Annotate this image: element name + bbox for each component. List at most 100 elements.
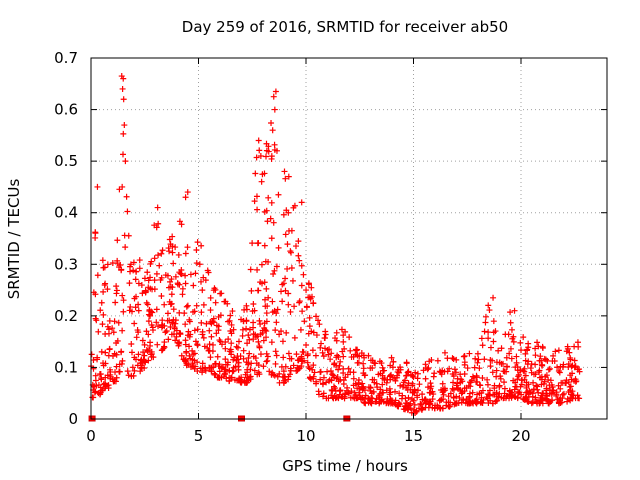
- data-point: [489, 369, 496, 376]
- data-point: [109, 259, 116, 266]
- data-point: [474, 359, 481, 366]
- data-point: [549, 387, 556, 394]
- data-point: [514, 376, 521, 383]
- data-point: [571, 343, 578, 350]
- data-point: [361, 395, 368, 402]
- data-point: [191, 327, 198, 334]
- data-point: [155, 252, 162, 259]
- data-point: [528, 400, 535, 407]
- data-point: [98, 375, 105, 382]
- data-point: [243, 377, 250, 384]
- data-point: [426, 398, 433, 405]
- data-point: [439, 380, 446, 387]
- data-point: [144, 348, 151, 355]
- data-point: [396, 390, 403, 397]
- data-point: [450, 373, 457, 380]
- data-point: [212, 299, 219, 306]
- data-point: [229, 308, 236, 315]
- data-point: [273, 263, 280, 270]
- data-point: [156, 262, 163, 269]
- data-point: [404, 369, 411, 376]
- data-point: [308, 284, 315, 291]
- data-point: [547, 377, 554, 384]
- data-point: [92, 377, 99, 384]
- data-point: [138, 365, 145, 372]
- data-point: [352, 380, 359, 387]
- data-point: [285, 290, 292, 297]
- data-point: [128, 373, 135, 380]
- data-point: [368, 395, 375, 402]
- data-point: [411, 387, 418, 394]
- data-point: [258, 261, 265, 268]
- data-point: [471, 364, 478, 371]
- data-point: [441, 349, 448, 356]
- data-point: [402, 403, 409, 410]
- data-point: [211, 360, 218, 367]
- data-point: [98, 387, 105, 394]
- data-point: [100, 288, 107, 295]
- data-point: [473, 400, 480, 407]
- y-tick-label: 0.6: [54, 101, 78, 119]
- data-point: [278, 328, 285, 335]
- data-point: [193, 247, 200, 254]
- data-point: [288, 355, 295, 362]
- data-point: [166, 298, 173, 305]
- data-point: [158, 324, 165, 331]
- data-point: [397, 364, 404, 371]
- data-point: [296, 298, 303, 305]
- data-point: [359, 380, 366, 387]
- data-point: [293, 351, 300, 358]
- data-point: [379, 375, 386, 382]
- data-point: [113, 363, 120, 370]
- data-point: [480, 396, 487, 403]
- data-point: [328, 350, 335, 357]
- data-point: [182, 280, 189, 287]
- data-point: [257, 152, 264, 159]
- data-point: [278, 288, 285, 295]
- data-point: [530, 379, 537, 386]
- data-point: [244, 340, 251, 347]
- data-point: [563, 377, 570, 384]
- data-point: [233, 343, 240, 350]
- data-point: [510, 338, 517, 345]
- data-point: [350, 369, 357, 376]
- data-point: [206, 341, 213, 348]
- data-point: [182, 321, 189, 328]
- data-point: [378, 360, 385, 367]
- data-point: [182, 250, 189, 257]
- data-point: [154, 204, 161, 211]
- data-point: [200, 334, 207, 341]
- data-point: [184, 244, 191, 251]
- data-point: [299, 308, 306, 315]
- data-point: [251, 367, 258, 374]
- data-point: [318, 340, 325, 347]
- data-point: [119, 85, 126, 92]
- data-point: [117, 262, 124, 269]
- data-point: [288, 249, 295, 256]
- data-point: [141, 352, 148, 359]
- data-point: [484, 376, 491, 383]
- data-point: [235, 338, 242, 345]
- data-point: [176, 330, 183, 337]
- data-point: [206, 327, 213, 334]
- data-point: [263, 140, 270, 147]
- data-point: [290, 204, 297, 211]
- data-point: [309, 347, 316, 354]
- data-point: [207, 307, 214, 314]
- data-point: [151, 286, 158, 293]
- data-point: [447, 390, 454, 397]
- data-point: [167, 278, 174, 285]
- data-point: [273, 147, 280, 154]
- data-point: [565, 363, 572, 370]
- data-point: [172, 244, 179, 251]
- data-point: [224, 300, 231, 307]
- data-point: [192, 338, 199, 345]
- data-point: [564, 398, 571, 405]
- data-point: [94, 272, 101, 279]
- data-point: [326, 376, 333, 383]
- data-point: [131, 295, 138, 302]
- data-point: [170, 316, 177, 323]
- data-point: [145, 318, 152, 325]
- data-point: [241, 306, 248, 313]
- data-point: [268, 339, 275, 346]
